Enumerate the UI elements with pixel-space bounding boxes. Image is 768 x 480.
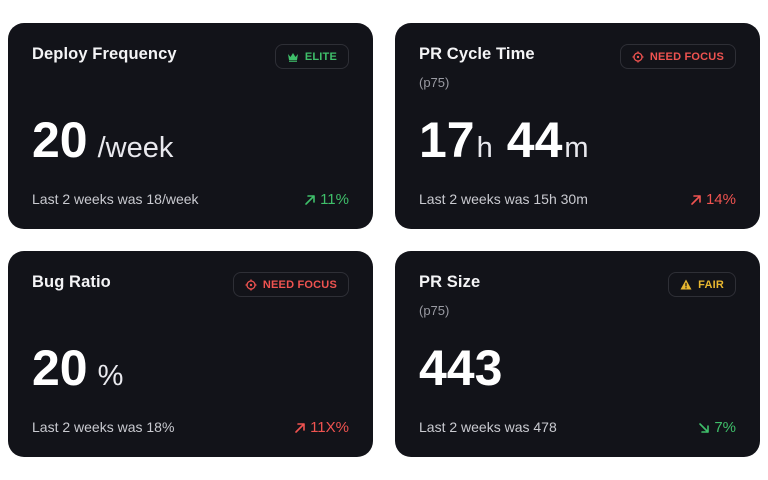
card-subtitle: (p75) bbox=[419, 75, 450, 90]
status-badge-label: NEED FOCUS bbox=[649, 50, 724, 63]
target-icon bbox=[632, 51, 644, 62]
comparison-text: Last 2 weeks was 15h 30m bbox=[419, 191, 588, 207]
metric-card-pr-size[interactable]: PR Size (p75) FAIR 443 Last 2 weeks was … bbox=[395, 251, 760, 457]
metric-minutes-unit: m bbox=[564, 132, 589, 164]
metric-value: 17 h 44 m bbox=[419, 115, 589, 165]
metric-unit: % bbox=[97, 360, 124, 392]
delta-indicator: 11% bbox=[304, 191, 349, 208]
card-title: PR Cycle Time bbox=[419, 45, 535, 63]
card-title: PR Size bbox=[419, 273, 481, 291]
metric-number: 20 bbox=[32, 340, 88, 396]
delta-value: 11% bbox=[320, 191, 349, 208]
comparison-text: Last 2 weeks was 478 bbox=[419, 419, 557, 435]
delta-value: 14% bbox=[705, 191, 736, 208]
status-badge: ELITE bbox=[274, 44, 349, 69]
delta-indicator: 7% bbox=[698, 419, 736, 436]
metric-card-bug-ratio[interactable]: Bug Ratio NEED FOCUS 20 % Last 2 weeks w… bbox=[8, 251, 373, 457]
delta-value: 7% bbox=[714, 419, 736, 436]
card-subtitle: (p75) bbox=[419, 303, 450, 318]
status-badge-label: NEED FOCUS bbox=[262, 278, 337, 291]
delta-value: 11X% bbox=[310, 419, 349, 436]
status-badge: NEED FOCUS bbox=[232, 272, 349, 297]
arrow-up-right-icon bbox=[295, 422, 305, 433]
status-badge-label: ELITE bbox=[304, 50, 337, 63]
metric-unit: /week bbox=[97, 132, 174, 164]
crown-icon bbox=[287, 52, 298, 62]
comparison-text: Last 2 weeks was 18/week bbox=[32, 191, 199, 207]
metric-hours-unit: h bbox=[476, 132, 493, 164]
status-badge: NEED FOCUS bbox=[619, 44, 736, 69]
metric-value: 443 bbox=[419, 343, 502, 393]
metric-minutes: 44 bbox=[506, 112, 563, 168]
delta-indicator: 14% bbox=[690, 191, 736, 208]
card-title: Bug Ratio bbox=[32, 273, 111, 291]
metric-card-deploy-frequency[interactable]: Deploy Frequency ELITE 20 /week Last 2 w… bbox=[8, 23, 373, 229]
arrow-down-right-icon bbox=[699, 422, 710, 433]
metric-value: 20 % bbox=[32, 343, 123, 393]
arrow-up-right-icon bbox=[691, 194, 701, 205]
delta-indicator: 11X% bbox=[294, 419, 349, 436]
target-icon bbox=[245, 279, 257, 290]
status-badge: FAIR bbox=[668, 272, 736, 297]
metric-number: 20 bbox=[32, 112, 88, 168]
arrow-up-right-icon bbox=[305, 194, 315, 205]
card-title: Deploy Frequency bbox=[32, 45, 177, 63]
metric-value: 20 /week bbox=[32, 115, 173, 165]
metric-hours: 17 bbox=[419, 112, 475, 168]
warning-icon bbox=[680, 279, 692, 290]
metric-card-pr-cycle-time[interactable]: PR Cycle Time (p75) NEED FOCUS 17 h 44 m… bbox=[395, 23, 760, 229]
status-badge-label: FAIR bbox=[698, 278, 724, 291]
metric-number: 443 bbox=[419, 340, 503, 396]
comparison-text: Last 2 weeks was 18% bbox=[32, 419, 175, 435]
